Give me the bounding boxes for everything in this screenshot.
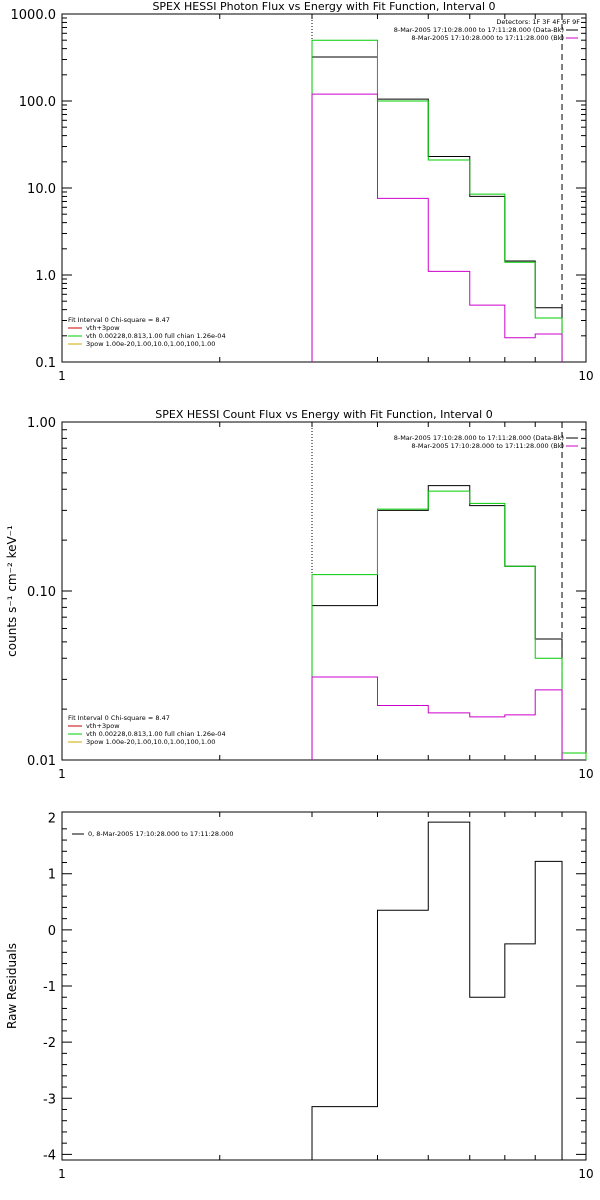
- panel1-ytick-label: 1000.0: [11, 8, 57, 23]
- panel1-ytick-label: 0.1: [35, 356, 56, 371]
- panel2-legend-left-entry: 3pow 1.00e-20,1.00,10.0,1.00,100,1.00: [86, 738, 215, 746]
- panel2-series-magenta: [311, 676, 563, 760]
- panel3-ytick-label: -3: [43, 1092, 56, 1107]
- panel1-legend-left-entry: vth 0.00228,0.813,1.00 full chian 1.26e-…: [86, 332, 226, 340]
- panel1-series-magenta: [311, 93, 563, 362]
- panel3-ytick-label: -2: [43, 1036, 56, 1051]
- panel3-ytick-label: 2: [48, 812, 56, 827]
- panel1-xtick-label: 1: [58, 369, 66, 383]
- panel2-xtick-label: 10: [578, 767, 593, 781]
- panel2-ytick-label: 1.00: [27, 416, 56, 431]
- panel2-legend-left-entry: vth 0.00228,0.813,1.00 full chian 1.26e-…: [86, 730, 226, 738]
- panel1-frame: [61, 13, 587, 363]
- panel2-ytick-label: 0.01: [27, 754, 56, 769]
- panel3-legend-left-entry: 0, 8-Mar-2005 17:10:28.000 to 17:11:28.0…: [88, 830, 234, 838]
- panel1-series-green: [311, 39, 563, 362]
- panel2-title: SPEX HESSI Count Flux vs Energy with Fit…: [155, 408, 492, 421]
- panel1-ytick-label: 1.0: [35, 269, 56, 284]
- panel1-legend-right-entry: 8-Mar-2005 17:10:28.000 to 17:11:28.000 …: [394, 26, 564, 34]
- panel2-legend-left-entry: vth+3pow: [86, 722, 120, 730]
- panel2-series-green: [311, 490, 587, 760]
- panel3-ytick-label: 1: [48, 868, 56, 883]
- panel3-series-black: [311, 821, 563, 1160]
- panel1-legend-right-entry: 8-Mar-2005 17:10:28.000 to 17:11:28.000 …: [411, 34, 564, 42]
- panel2-xtick-label: 1: [58, 767, 66, 781]
- panel2-legend-right-entry: 8-Mar-2005 17:10:28.000 to 17:11:28.000 …: [411, 442, 564, 450]
- panel1-series-black: [311, 56, 563, 362]
- panel1-legend-left-entry: vth+3pow: [86, 324, 120, 332]
- panel1-title: SPEX HESSI Photon Flux vs Energy with Fi…: [152, 0, 495, 13]
- panel3-ytick-label: -1: [43, 980, 56, 995]
- panel3-frame: [61, 811, 587, 1161]
- panel3-xtick-label: 1: [58, 1167, 66, 1181]
- panel2-ytick-label: 0.10: [27, 585, 56, 600]
- panel3-ytick-label: -4: [43, 1148, 56, 1163]
- panel1-legend-left-entry: 3pow 1.00e-20,1.00,10.0,1.00,100,1.00: [86, 340, 215, 348]
- panel1-ytick-label: 10.0: [27, 182, 56, 197]
- panel3-ytick-label: 0: [48, 924, 56, 939]
- panel2-frame: [61, 421, 587, 761]
- panel3-xtick-label: 10: [578, 1167, 593, 1181]
- panel2-legend-left-header: Fit Interval 0 Chi-square = 8.47: [68, 714, 170, 722]
- panel1-xtick-label: 10: [578, 369, 593, 383]
- panel2-ylabel: counts s⁻¹ cm⁻² keV⁻¹: [5, 525, 19, 657]
- panel3-ylabel: Raw Residuals: [5, 943, 19, 1029]
- panel1-legend-right-header: Detectors: 1F 3F 4F 6F 9F: [496, 18, 580, 26]
- panel2-legend-right-entry: 8-Mar-2005 17:10:28.000 to 17:11:28.000 …: [394, 434, 564, 442]
- panel1-legend-left-header: Fit Interval 0 Chi-square = 8.47: [68, 316, 170, 324]
- panel1-ytick-label: 100.0: [19, 95, 56, 110]
- panel2-series-black: [311, 485, 563, 760]
